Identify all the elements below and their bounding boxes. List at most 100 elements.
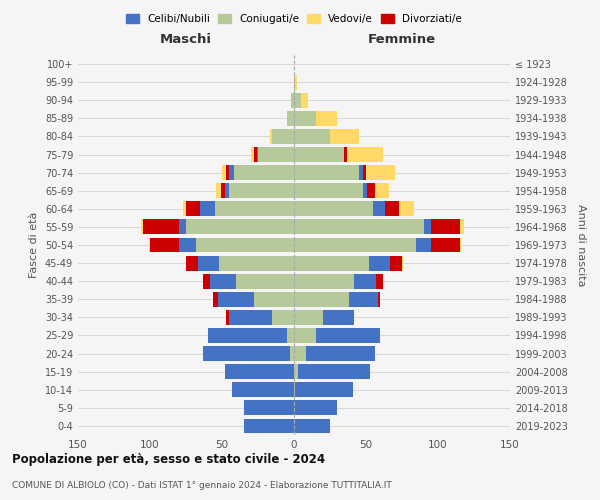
Bar — [294, 184, 363, 198]
Bar — [294, 418, 330, 434]
Bar — [221, 184, 225, 198]
Bar — [226, 310, 229, 325]
Bar — [203, 274, 211, 288]
Bar — [416, 238, 431, 252]
Bar — [366, 165, 395, 180]
Bar — [186, 256, 197, 270]
Bar — [363, 165, 366, 180]
Bar — [373, 202, 385, 216]
Bar — [186, 220, 294, 234]
Text: Maschi: Maschi — [160, 33, 212, 46]
Bar — [344, 147, 347, 162]
Bar — [229, 310, 272, 325]
Bar — [222, 165, 226, 180]
Bar — [269, 129, 272, 144]
Text: Popolazione per età, sesso e stato civile - 2024: Popolazione per età, sesso e stato civil… — [12, 452, 325, 466]
Bar — [402, 256, 403, 270]
Bar — [143, 220, 179, 234]
Bar — [294, 382, 295, 397]
Bar — [244, 418, 294, 434]
Bar — [385, 202, 399, 216]
Bar — [203, 346, 290, 361]
Bar — [460, 238, 461, 252]
Bar — [272, 310, 294, 325]
Bar — [196, 238, 294, 252]
Bar — [294, 328, 316, 343]
Bar — [290, 346, 294, 361]
Bar — [294, 220, 424, 234]
Bar — [294, 256, 369, 270]
Bar — [229, 184, 294, 198]
Bar — [359, 165, 363, 180]
Bar — [226, 165, 229, 180]
Bar — [330, 129, 359, 144]
Bar — [294, 292, 349, 306]
Bar — [215, 202, 294, 216]
Bar — [460, 220, 464, 234]
Bar — [200, 202, 215, 216]
Bar — [208, 328, 287, 343]
Y-axis label: Anni di nascita: Anni di nascita — [576, 204, 586, 286]
Bar — [294, 165, 359, 180]
Bar — [301, 93, 308, 108]
Bar — [197, 256, 219, 270]
Legend: Celibi/Nubili, Coniugati/e, Vedovi/e, Divorziati/e: Celibi/Nubili, Coniugati/e, Vedovi/e, Di… — [123, 10, 465, 27]
Bar — [294, 346, 305, 361]
Bar — [219, 256, 294, 270]
Bar — [367, 184, 374, 198]
Bar — [232, 382, 294, 397]
Bar — [363, 184, 367, 198]
Bar — [254, 147, 257, 162]
Bar — [355, 274, 376, 288]
Bar — [431, 220, 460, 234]
Y-axis label: Fasce di età: Fasce di età — [29, 212, 39, 278]
Bar — [150, 238, 179, 252]
Bar — [294, 400, 337, 415]
Bar — [369, 256, 391, 270]
Bar — [294, 129, 330, 144]
Bar — [295, 74, 297, 90]
Bar — [229, 165, 233, 180]
Bar — [218, 292, 254, 306]
Bar — [295, 382, 353, 397]
Bar — [323, 310, 355, 325]
Bar — [316, 328, 380, 343]
Text: COMUNE DI ALBIOLO (CO) - Dati ISTAT 1° gennaio 2024 - Elaborazione TUTTITALIA.IT: COMUNE DI ALBIOLO (CO) - Dati ISTAT 1° g… — [12, 480, 392, 490]
Bar — [391, 256, 402, 270]
Bar — [183, 202, 186, 216]
Bar — [179, 220, 186, 234]
Bar — [349, 292, 377, 306]
Bar — [214, 292, 218, 306]
Bar — [236, 274, 294, 288]
Bar — [142, 220, 143, 234]
Text: Femmine: Femmine — [368, 33, 436, 46]
Bar — [294, 364, 298, 379]
Bar — [254, 292, 294, 306]
Bar — [257, 147, 258, 162]
Bar — [298, 364, 370, 379]
Bar — [211, 274, 236, 288]
Bar — [294, 74, 295, 90]
Bar — [294, 93, 301, 108]
Bar — [294, 238, 416, 252]
Bar — [258, 147, 294, 162]
Bar — [294, 310, 323, 325]
Bar — [316, 111, 337, 126]
Bar — [244, 400, 294, 415]
Bar — [179, 238, 196, 252]
Bar — [399, 202, 413, 216]
Bar — [424, 220, 431, 234]
Bar — [294, 274, 355, 288]
Bar — [233, 165, 294, 180]
Bar — [291, 93, 294, 108]
Bar — [294, 202, 373, 216]
Bar — [216, 184, 221, 198]
Bar — [287, 328, 294, 343]
Bar — [305, 346, 374, 361]
Bar — [431, 238, 460, 252]
Bar — [225, 184, 229, 198]
Bar — [272, 129, 294, 144]
Bar — [377, 292, 380, 306]
Bar — [374, 184, 389, 198]
Bar — [186, 202, 200, 216]
